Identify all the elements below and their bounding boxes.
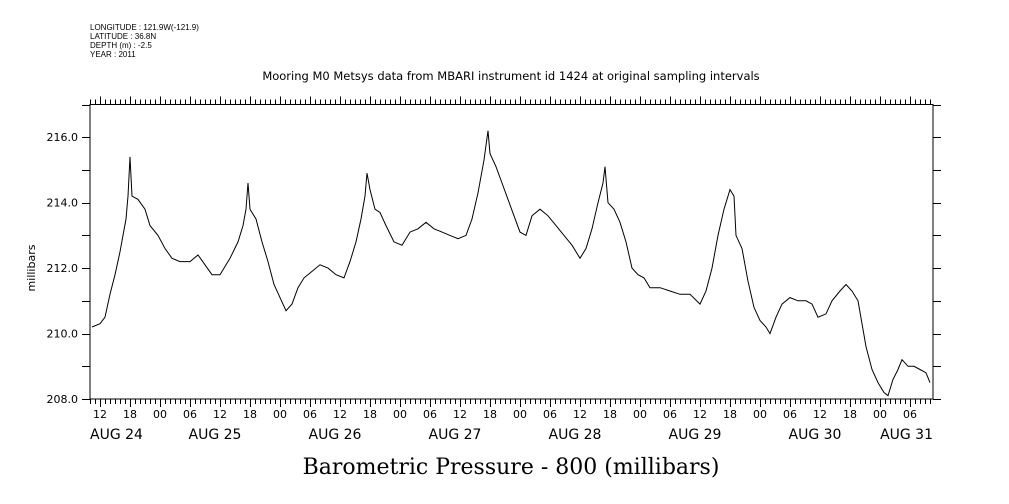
day-label: AUG 24 xyxy=(90,427,143,443)
x-tick-label: 12 xyxy=(333,408,347,421)
plot-frame xyxy=(89,104,934,400)
x-tick-label: 18 xyxy=(483,408,497,421)
y-tick-label: 214.0 xyxy=(47,197,79,210)
x-tick-label: 06 xyxy=(663,408,677,421)
latitude-text: LATITUDE : 36.8N xyxy=(90,32,156,41)
x-tick-label: 00 xyxy=(513,408,527,421)
y-tick-label: 212.0 xyxy=(47,262,79,275)
x-tick-label: 00 xyxy=(753,408,767,421)
x-tick-label: 00 xyxy=(273,408,287,421)
x-tick-label: 12 xyxy=(93,408,107,421)
depth-text: DEPTH (m) : -2.5 xyxy=(90,41,152,50)
x-tick-label: 06 xyxy=(303,408,317,421)
y-tick-label: 210.0 xyxy=(47,328,79,341)
x-tick-label: 06 xyxy=(423,408,437,421)
x-tick-label: 06 xyxy=(543,408,557,421)
x-tick-label: 18 xyxy=(603,408,617,421)
day-label: AUG 31 xyxy=(880,427,933,443)
x-tick-label: 06 xyxy=(183,408,197,421)
x-axis-label: Barometric Pressure - 800 (millibars) xyxy=(303,455,720,480)
x-tick-label: 18 xyxy=(843,408,857,421)
day-label: AUG 30 xyxy=(789,427,842,443)
day-label: AUG 27 xyxy=(429,427,482,443)
day-label: AUG 28 xyxy=(549,427,602,443)
x-tick-label: 00 xyxy=(153,408,167,421)
series-line xyxy=(91,130,931,397)
x-tick-label: 12 xyxy=(693,408,707,421)
x-tick-label: 00 xyxy=(873,408,887,421)
x-tick-label: 12 xyxy=(813,408,827,421)
x-tick-label: 12 xyxy=(573,408,587,421)
longitude-text: LONGITUDE : 121.9W(-121.9) xyxy=(90,23,199,32)
y-tick-label: 216.0 xyxy=(47,131,79,144)
x-tick-label: 06 xyxy=(903,408,917,421)
x-tick-label: 06 xyxy=(783,408,797,421)
x-tick-label: 18 xyxy=(363,408,377,421)
x-tick-label: 00 xyxy=(393,408,407,421)
day-label: AUG 25 xyxy=(189,427,242,443)
x-tick-label: 12 xyxy=(213,408,227,421)
x-tick-label: 12 xyxy=(453,408,467,421)
day-label: AUG 29 xyxy=(669,427,722,443)
year-text: YEAR : 2011 xyxy=(90,50,136,59)
day-label: AUG 26 xyxy=(309,427,362,443)
x-tick-label: 18 xyxy=(123,408,137,421)
chart-title: Mooring M0 Metsys data from MBARI instru… xyxy=(262,69,759,83)
y-tick-label: 208.0 xyxy=(47,393,79,406)
y-axis-label: millibars xyxy=(25,244,38,291)
x-tick-label: 00 xyxy=(633,408,647,421)
x-tick-label: 18 xyxy=(243,408,257,421)
x-tick-label: 18 xyxy=(723,408,737,421)
